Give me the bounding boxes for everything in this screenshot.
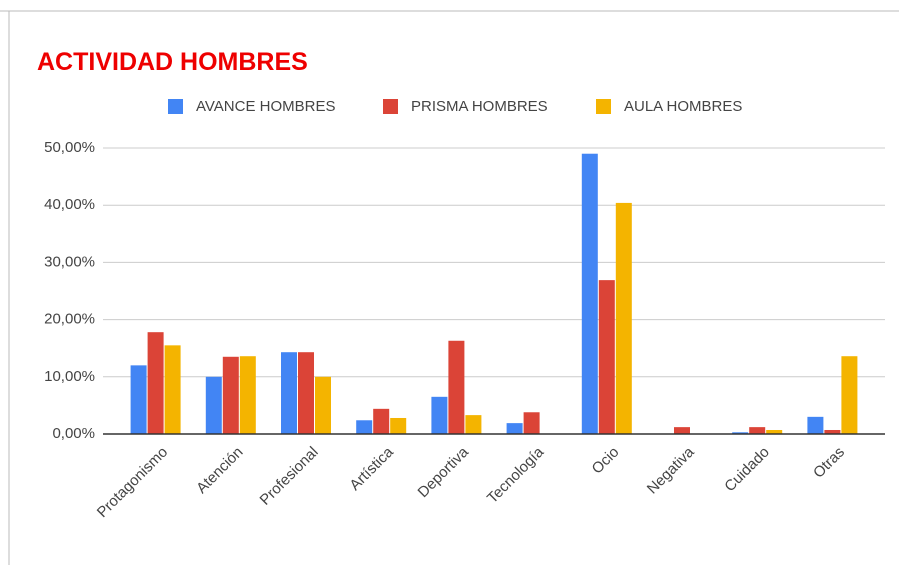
x-tick-label: Cuidado <box>721 444 773 496</box>
x-tick-label: Ocio <box>589 444 623 478</box>
bar <box>130 365 147 434</box>
x-tick-label: Protagonismo <box>94 444 171 521</box>
bar <box>766 429 783 434</box>
bar <box>749 427 766 434</box>
y-tick-label: 50,00% <box>44 139 95 156</box>
legend-swatch <box>596 99 611 114</box>
bar <box>465 415 482 434</box>
bar <box>615 202 632 434</box>
legend-swatch <box>383 99 398 114</box>
bar <box>239 356 256 434</box>
legend-label: PRISMA HOMBRES <box>411 98 548 115</box>
bar <box>824 429 841 434</box>
bar <box>841 356 858 434</box>
x-tick-label: Tecnología <box>484 443 548 507</box>
legend-label: AULA HOMBRES <box>624 98 742 115</box>
x-tick-label: Profesional <box>257 444 322 509</box>
bar <box>598 280 615 434</box>
bar <box>506 423 523 434</box>
legend-label: AVANCE HOMBRES <box>196 98 335 115</box>
bar <box>281 352 297 434</box>
bar <box>373 408 390 434</box>
y-tick-label: 40,00% <box>44 196 95 213</box>
bar <box>298 352 314 434</box>
legend-swatch <box>168 99 183 114</box>
x-tick-label: Atención <box>193 444 246 497</box>
bar <box>164 345 181 434</box>
chart-title: ACTIVIDAD HOMBRES <box>37 48 308 76</box>
bar <box>523 412 540 434</box>
y-tick-label: 10,00% <box>44 368 95 385</box>
bar <box>674 427 690 434</box>
bar <box>205 376 222 434</box>
bar <box>581 153 598 434</box>
bar <box>356 420 373 434</box>
bar <box>732 432 749 434</box>
x-tick-label: Negativa <box>644 443 698 497</box>
bar <box>222 356 239 434</box>
bar <box>431 396 448 434</box>
x-tick-label: Artística <box>346 443 397 494</box>
bar <box>147 332 164 434</box>
x-tick-label: Otras <box>810 444 848 482</box>
y-tick-label: 30,00% <box>44 253 95 270</box>
bar <box>390 417 407 434</box>
y-tick-label: 20,00% <box>44 311 95 328</box>
bar <box>807 416 824 434</box>
bar <box>448 340 465 434</box>
x-tick-label: Deportiva <box>415 443 473 501</box>
y-tick-label: 0,00% <box>52 425 95 442</box>
bar <box>315 376 331 434</box>
